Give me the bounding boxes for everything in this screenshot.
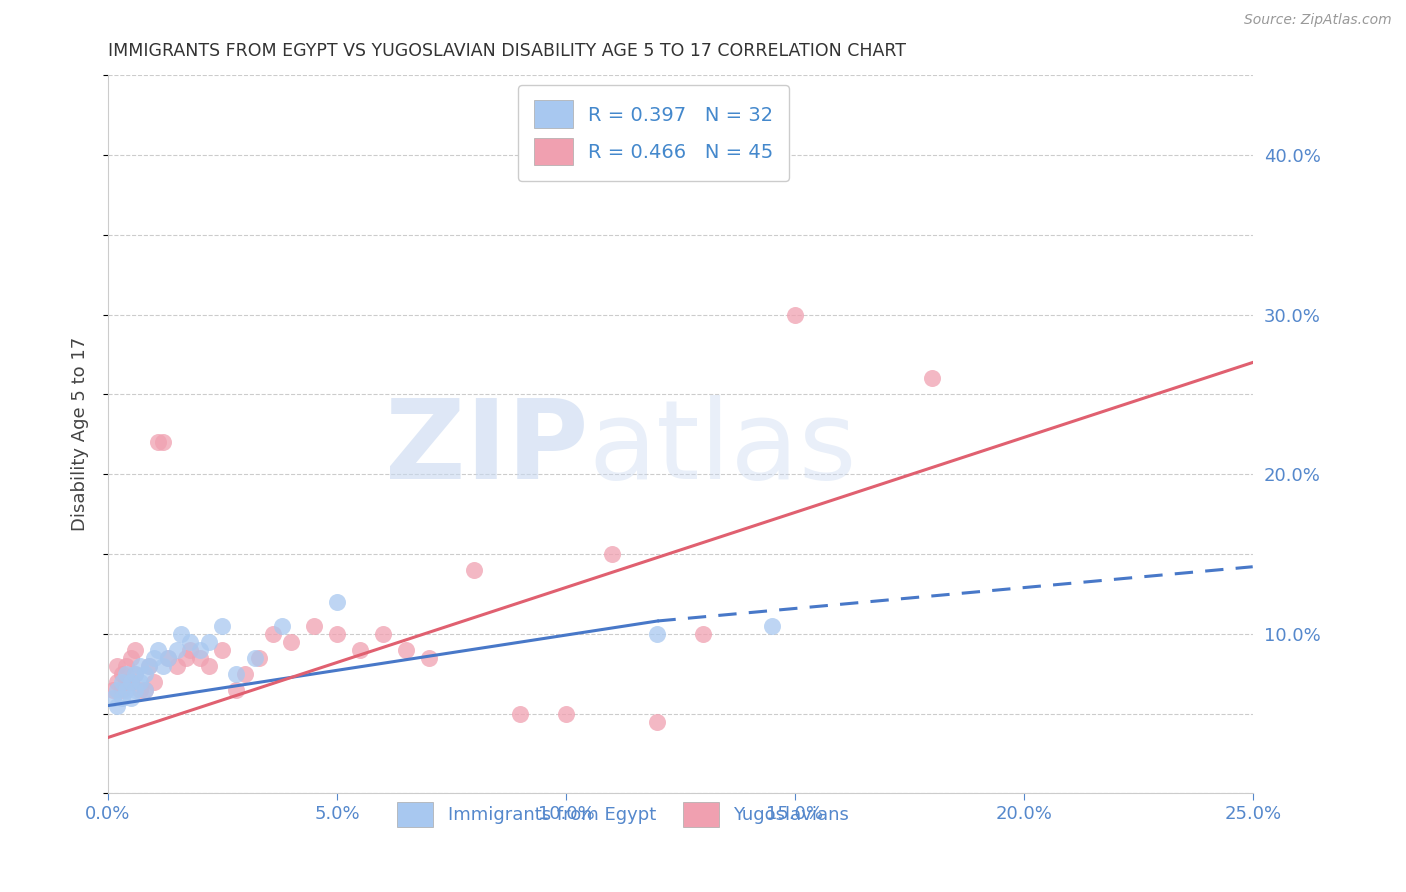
Point xyxy=(166,658,188,673)
Point xyxy=(271,619,294,633)
Point xyxy=(235,666,257,681)
Point xyxy=(115,666,138,681)
Point xyxy=(371,626,394,640)
Point xyxy=(129,674,152,689)
Point xyxy=(105,658,128,673)
Point xyxy=(225,666,247,681)
Point xyxy=(188,642,211,657)
Point xyxy=(138,658,160,673)
Text: Source: ZipAtlas.com: Source: ZipAtlas.com xyxy=(1244,13,1392,28)
Point xyxy=(197,634,219,648)
Point xyxy=(134,682,156,697)
Point xyxy=(280,634,302,648)
Point xyxy=(124,642,146,657)
Text: IMMIGRANTS FROM EGYPT VS YUGOSLAVIAN DISABILITY AGE 5 TO 17 CORRELATION CHART: IMMIGRANTS FROM EGYPT VS YUGOSLAVIAN DIS… xyxy=(108,42,905,60)
Point xyxy=(211,619,233,633)
Point xyxy=(509,706,531,721)
Point xyxy=(111,690,134,705)
Point xyxy=(129,682,152,697)
Point xyxy=(692,626,714,640)
Point xyxy=(142,674,165,689)
Point xyxy=(134,682,156,697)
Point xyxy=(463,563,485,577)
Point xyxy=(105,674,128,689)
Point xyxy=(115,682,138,697)
Point xyxy=(326,626,349,640)
Point xyxy=(115,658,138,673)
Point xyxy=(142,650,165,665)
Point xyxy=(302,619,325,633)
Point xyxy=(148,642,170,657)
Point xyxy=(148,435,170,450)
Point xyxy=(129,658,152,673)
Point xyxy=(783,308,806,322)
Point xyxy=(101,682,124,697)
Point xyxy=(101,690,124,705)
Point xyxy=(647,626,669,640)
Point xyxy=(156,650,179,665)
Legend: Immigrants from Egypt, Yugoslavians: Immigrants from Egypt, Yugoslavians xyxy=(389,795,856,835)
Point xyxy=(211,642,233,657)
Point xyxy=(761,619,783,633)
Point xyxy=(120,690,142,705)
Point xyxy=(179,642,201,657)
Point xyxy=(124,666,146,681)
Point xyxy=(349,642,371,657)
Point xyxy=(105,682,128,697)
Point xyxy=(418,650,440,665)
Point xyxy=(647,714,669,729)
Point xyxy=(105,698,128,713)
Point xyxy=(166,642,188,657)
Point xyxy=(115,674,138,689)
Point xyxy=(120,674,142,689)
Point xyxy=(247,650,270,665)
Text: atlas: atlas xyxy=(589,395,858,502)
Point xyxy=(174,650,197,665)
Point xyxy=(120,674,142,689)
Y-axis label: Disability Age 5 to 17: Disability Age 5 to 17 xyxy=(72,337,89,532)
Point xyxy=(111,674,134,689)
Point xyxy=(600,547,623,561)
Point xyxy=(138,658,160,673)
Point xyxy=(124,666,146,681)
Point xyxy=(152,658,174,673)
Point xyxy=(188,650,211,665)
Point xyxy=(111,666,134,681)
Point xyxy=(120,650,142,665)
Point xyxy=(921,371,943,385)
Point xyxy=(262,626,284,640)
Point xyxy=(134,666,156,681)
Point xyxy=(243,650,266,665)
Point xyxy=(225,682,247,697)
Point xyxy=(197,658,219,673)
Point xyxy=(124,682,146,697)
Point xyxy=(111,682,134,697)
Text: ZIP: ZIP xyxy=(385,395,589,502)
Point xyxy=(394,642,416,657)
Point xyxy=(326,595,349,609)
Point xyxy=(554,706,576,721)
Point xyxy=(156,650,179,665)
Point xyxy=(152,435,174,450)
Point xyxy=(179,634,201,648)
Point xyxy=(170,626,193,640)
